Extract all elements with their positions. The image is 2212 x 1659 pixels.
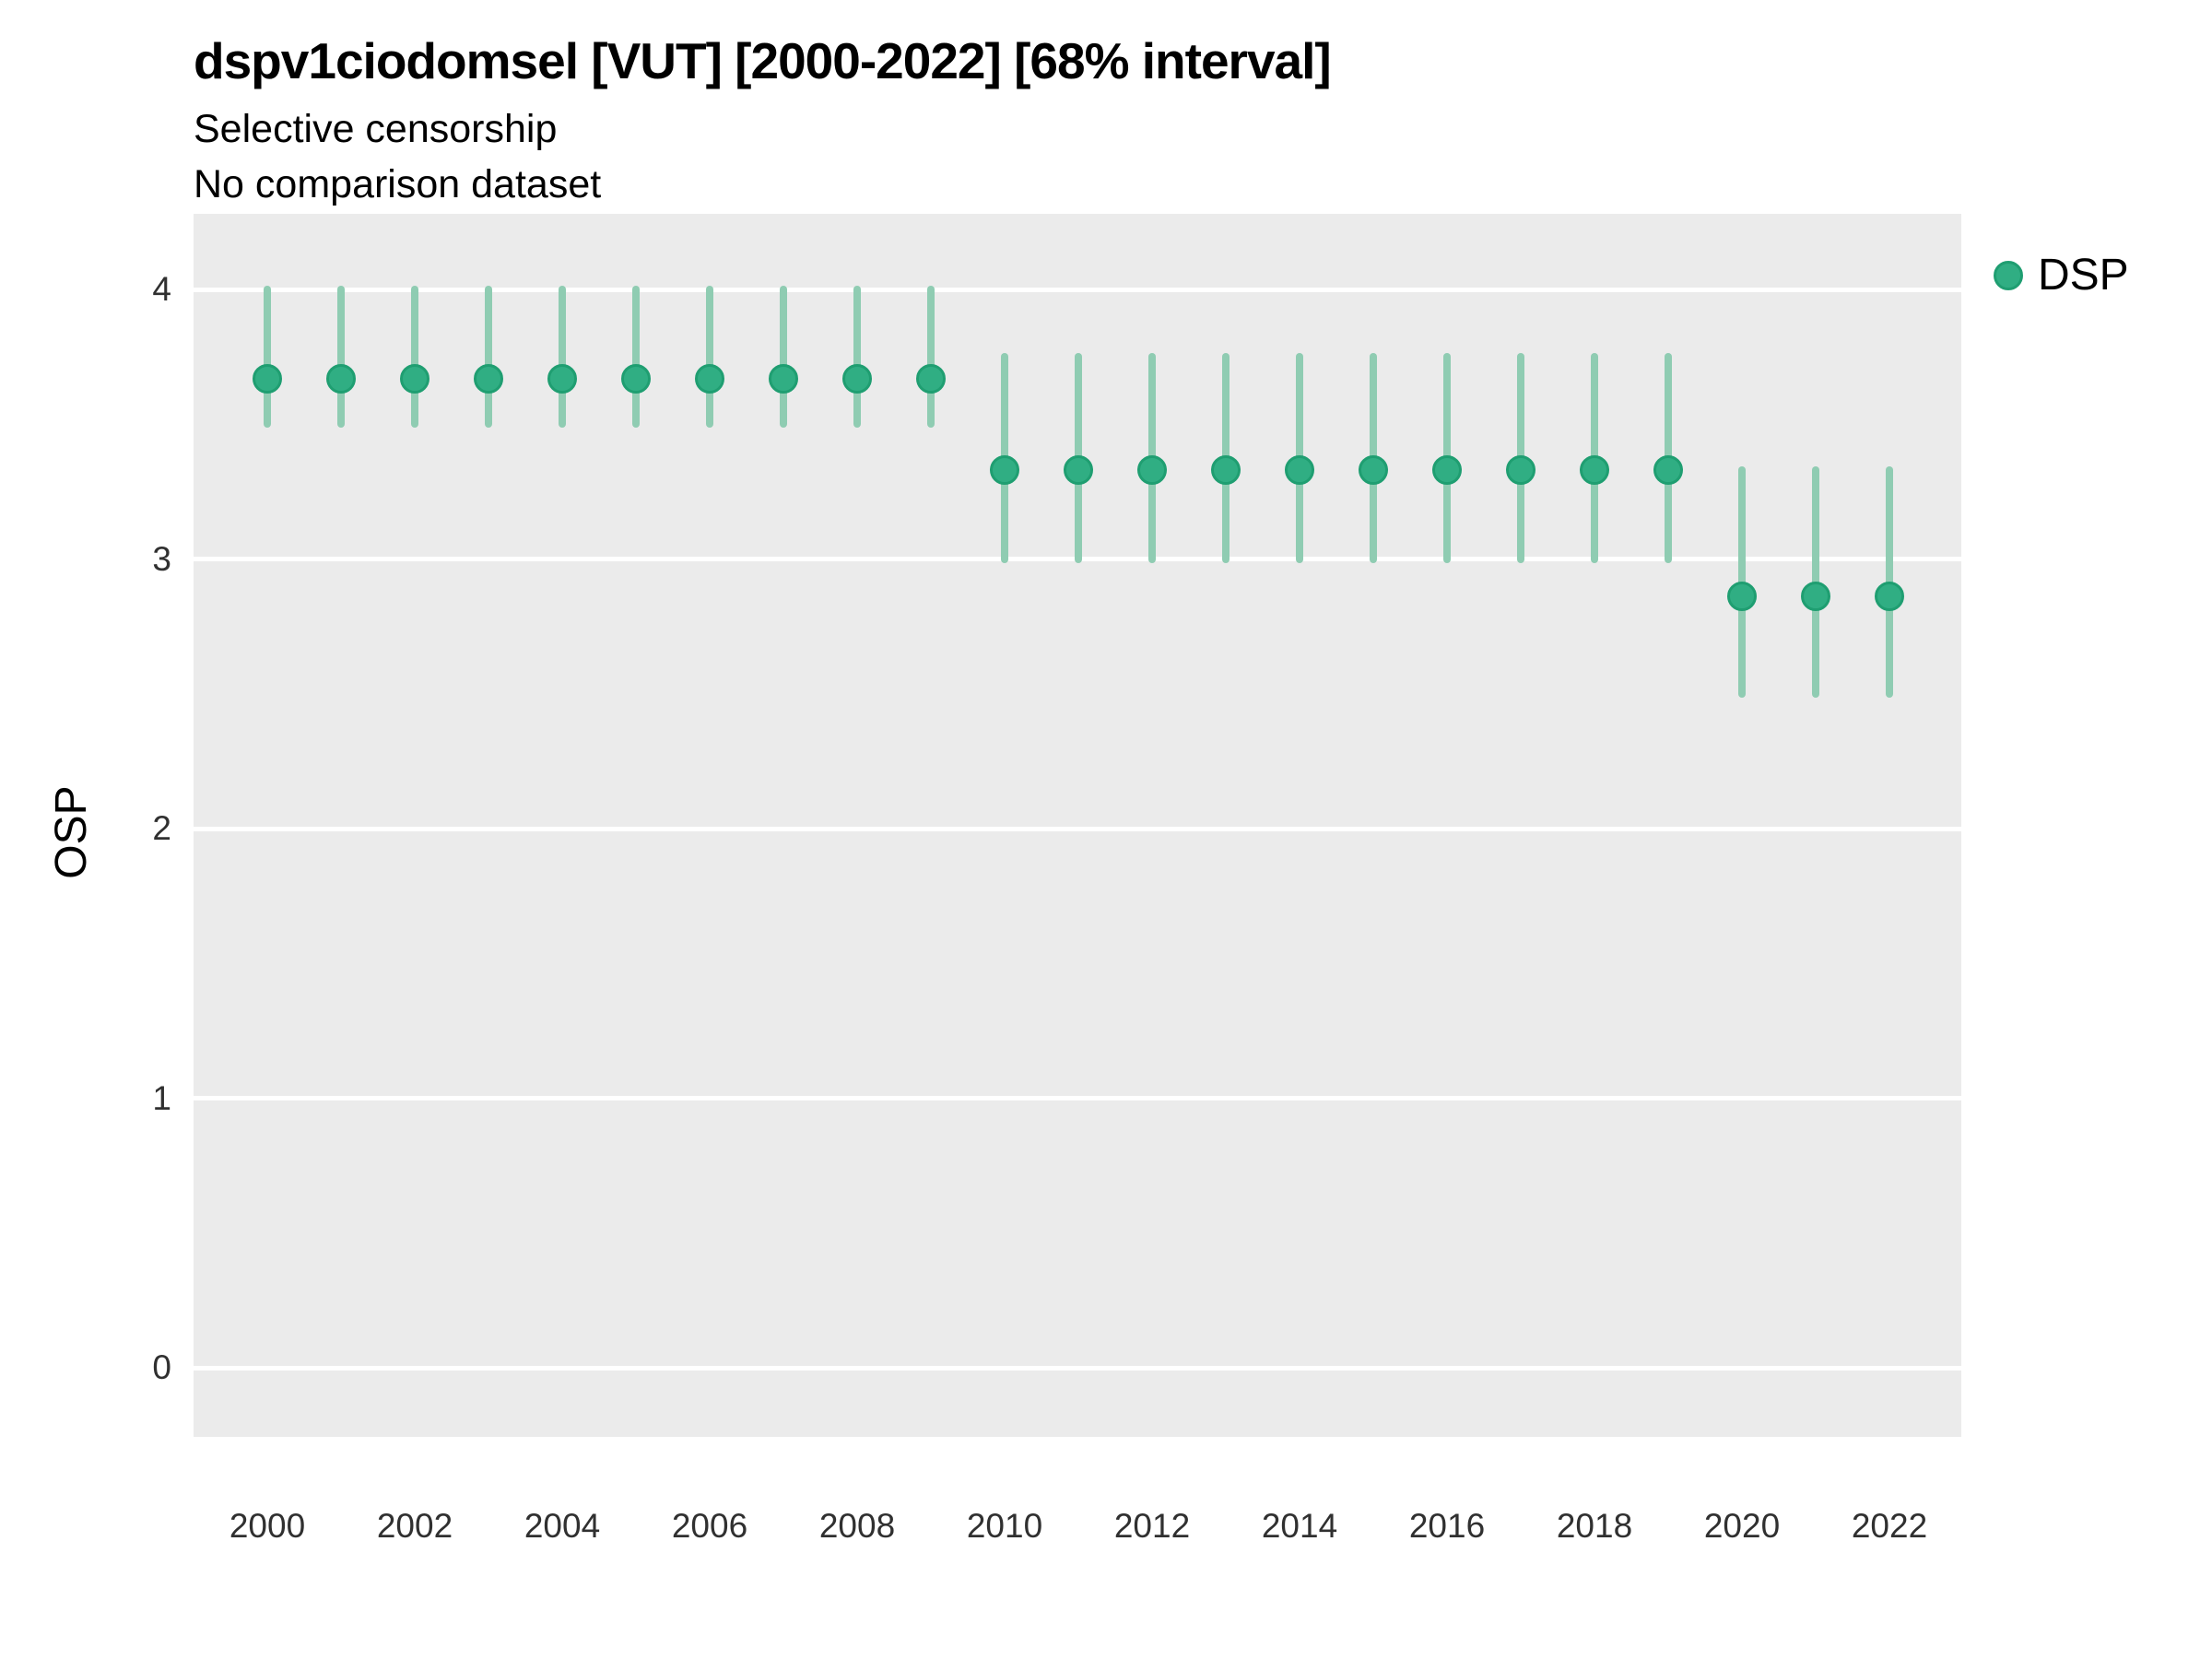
interval-bar-2021 xyxy=(1812,465,1819,698)
interval-bar-2005 xyxy=(632,286,640,429)
x-tick-label-2006: 2006 xyxy=(671,1507,748,1545)
x-tick-label-2016: 2016 xyxy=(1408,1507,1486,1545)
interval-bar-2004 xyxy=(559,286,566,429)
point-2020 xyxy=(1727,582,1757,612)
point-2015 xyxy=(1359,454,1388,485)
x-tick-label-2012: 2012 xyxy=(1113,1507,1191,1545)
x-tick-label-2004: 2004 xyxy=(524,1507,601,1545)
point-2013 xyxy=(1211,454,1241,485)
point-2001 xyxy=(326,363,356,394)
legend: DSP xyxy=(1994,250,2129,301)
interval-bar-2006 xyxy=(706,286,713,429)
x-tick-label-2010: 2010 xyxy=(966,1507,1043,1545)
interval-bar-2009 xyxy=(927,286,935,429)
interval-bar-2003 xyxy=(485,286,492,429)
grid-line-y-2 xyxy=(194,826,1961,831)
chart-title: dspv1ciodomsel [VUT] [2000-2022] [68% in… xyxy=(194,32,1332,89)
point-2004 xyxy=(547,363,577,394)
grid-line-y-0 xyxy=(194,1365,1961,1371)
y-tick-label-1: 1 xyxy=(152,1078,171,1117)
x-tick-label-2000: 2000 xyxy=(229,1507,306,1545)
y-tick-label-4: 4 xyxy=(152,270,171,308)
point-2000 xyxy=(253,363,282,394)
x-tick-label-2022: 2022 xyxy=(1851,1507,1928,1545)
y-tick-label-0: 0 xyxy=(152,1348,171,1386)
interval-bar-2001 xyxy=(337,286,345,429)
interval-bar-2000 xyxy=(264,286,271,429)
point-2018 xyxy=(1580,454,1609,485)
legend-item-label: DSP xyxy=(2038,251,2129,300)
y-tick-label-3: 3 xyxy=(152,539,171,578)
y-axis-title: OSP xyxy=(47,785,96,879)
point-2008 xyxy=(842,363,872,394)
point-2006 xyxy=(695,363,724,394)
x-tick-label-2020: 2020 xyxy=(1703,1507,1781,1545)
x-tick-label-2018: 2018 xyxy=(1556,1507,1633,1545)
point-2002 xyxy=(400,363,429,394)
grid-line-y-1 xyxy=(194,1096,1961,1100)
chart-subtitle-censorship: Selective censorship xyxy=(194,107,558,151)
x-tick-label-2014: 2014 xyxy=(1261,1507,1338,1545)
point-2007 xyxy=(769,363,798,394)
point-2019 xyxy=(1653,454,1683,485)
interval-bar-2020 xyxy=(1738,465,1746,698)
point-2012 xyxy=(1137,454,1167,485)
point-2005 xyxy=(621,363,651,394)
x-tick-label-2008: 2008 xyxy=(818,1507,896,1545)
interval-bar-2022 xyxy=(1886,465,1893,698)
point-2014 xyxy=(1285,454,1314,485)
point-2016 xyxy=(1432,454,1462,485)
grid-line-y-4 xyxy=(194,287,1961,292)
point-2021 xyxy=(1801,582,1830,612)
point-2010 xyxy=(990,454,1019,485)
interval-bar-2002 xyxy=(411,286,418,429)
x-tick-label-2002: 2002 xyxy=(376,1507,453,1545)
y-tick-label-2: 2 xyxy=(152,809,171,847)
interval-bar-2007 xyxy=(780,286,787,429)
point-2009 xyxy=(916,363,946,394)
interval-bar-2008 xyxy=(853,286,861,429)
chart-subtitle-comparison: No comparison dataset xyxy=(194,162,602,206)
point-2017 xyxy=(1506,454,1535,485)
legend-key-circle-icon xyxy=(1994,261,2023,290)
point-2011 xyxy=(1064,454,1093,485)
point-2003 xyxy=(474,363,503,394)
point-2022 xyxy=(1875,582,1904,612)
